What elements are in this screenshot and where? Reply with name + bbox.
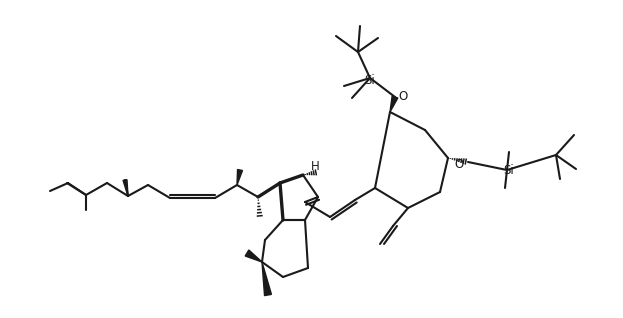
Polygon shape — [237, 169, 242, 185]
Text: O: O — [398, 91, 407, 103]
Polygon shape — [123, 180, 128, 196]
Text: Si: Si — [503, 163, 515, 176]
Text: O: O — [454, 157, 464, 170]
Text: Si: Si — [364, 73, 376, 86]
Text: H: H — [311, 161, 320, 174]
Polygon shape — [245, 250, 262, 262]
Polygon shape — [262, 262, 272, 296]
Polygon shape — [390, 96, 398, 112]
